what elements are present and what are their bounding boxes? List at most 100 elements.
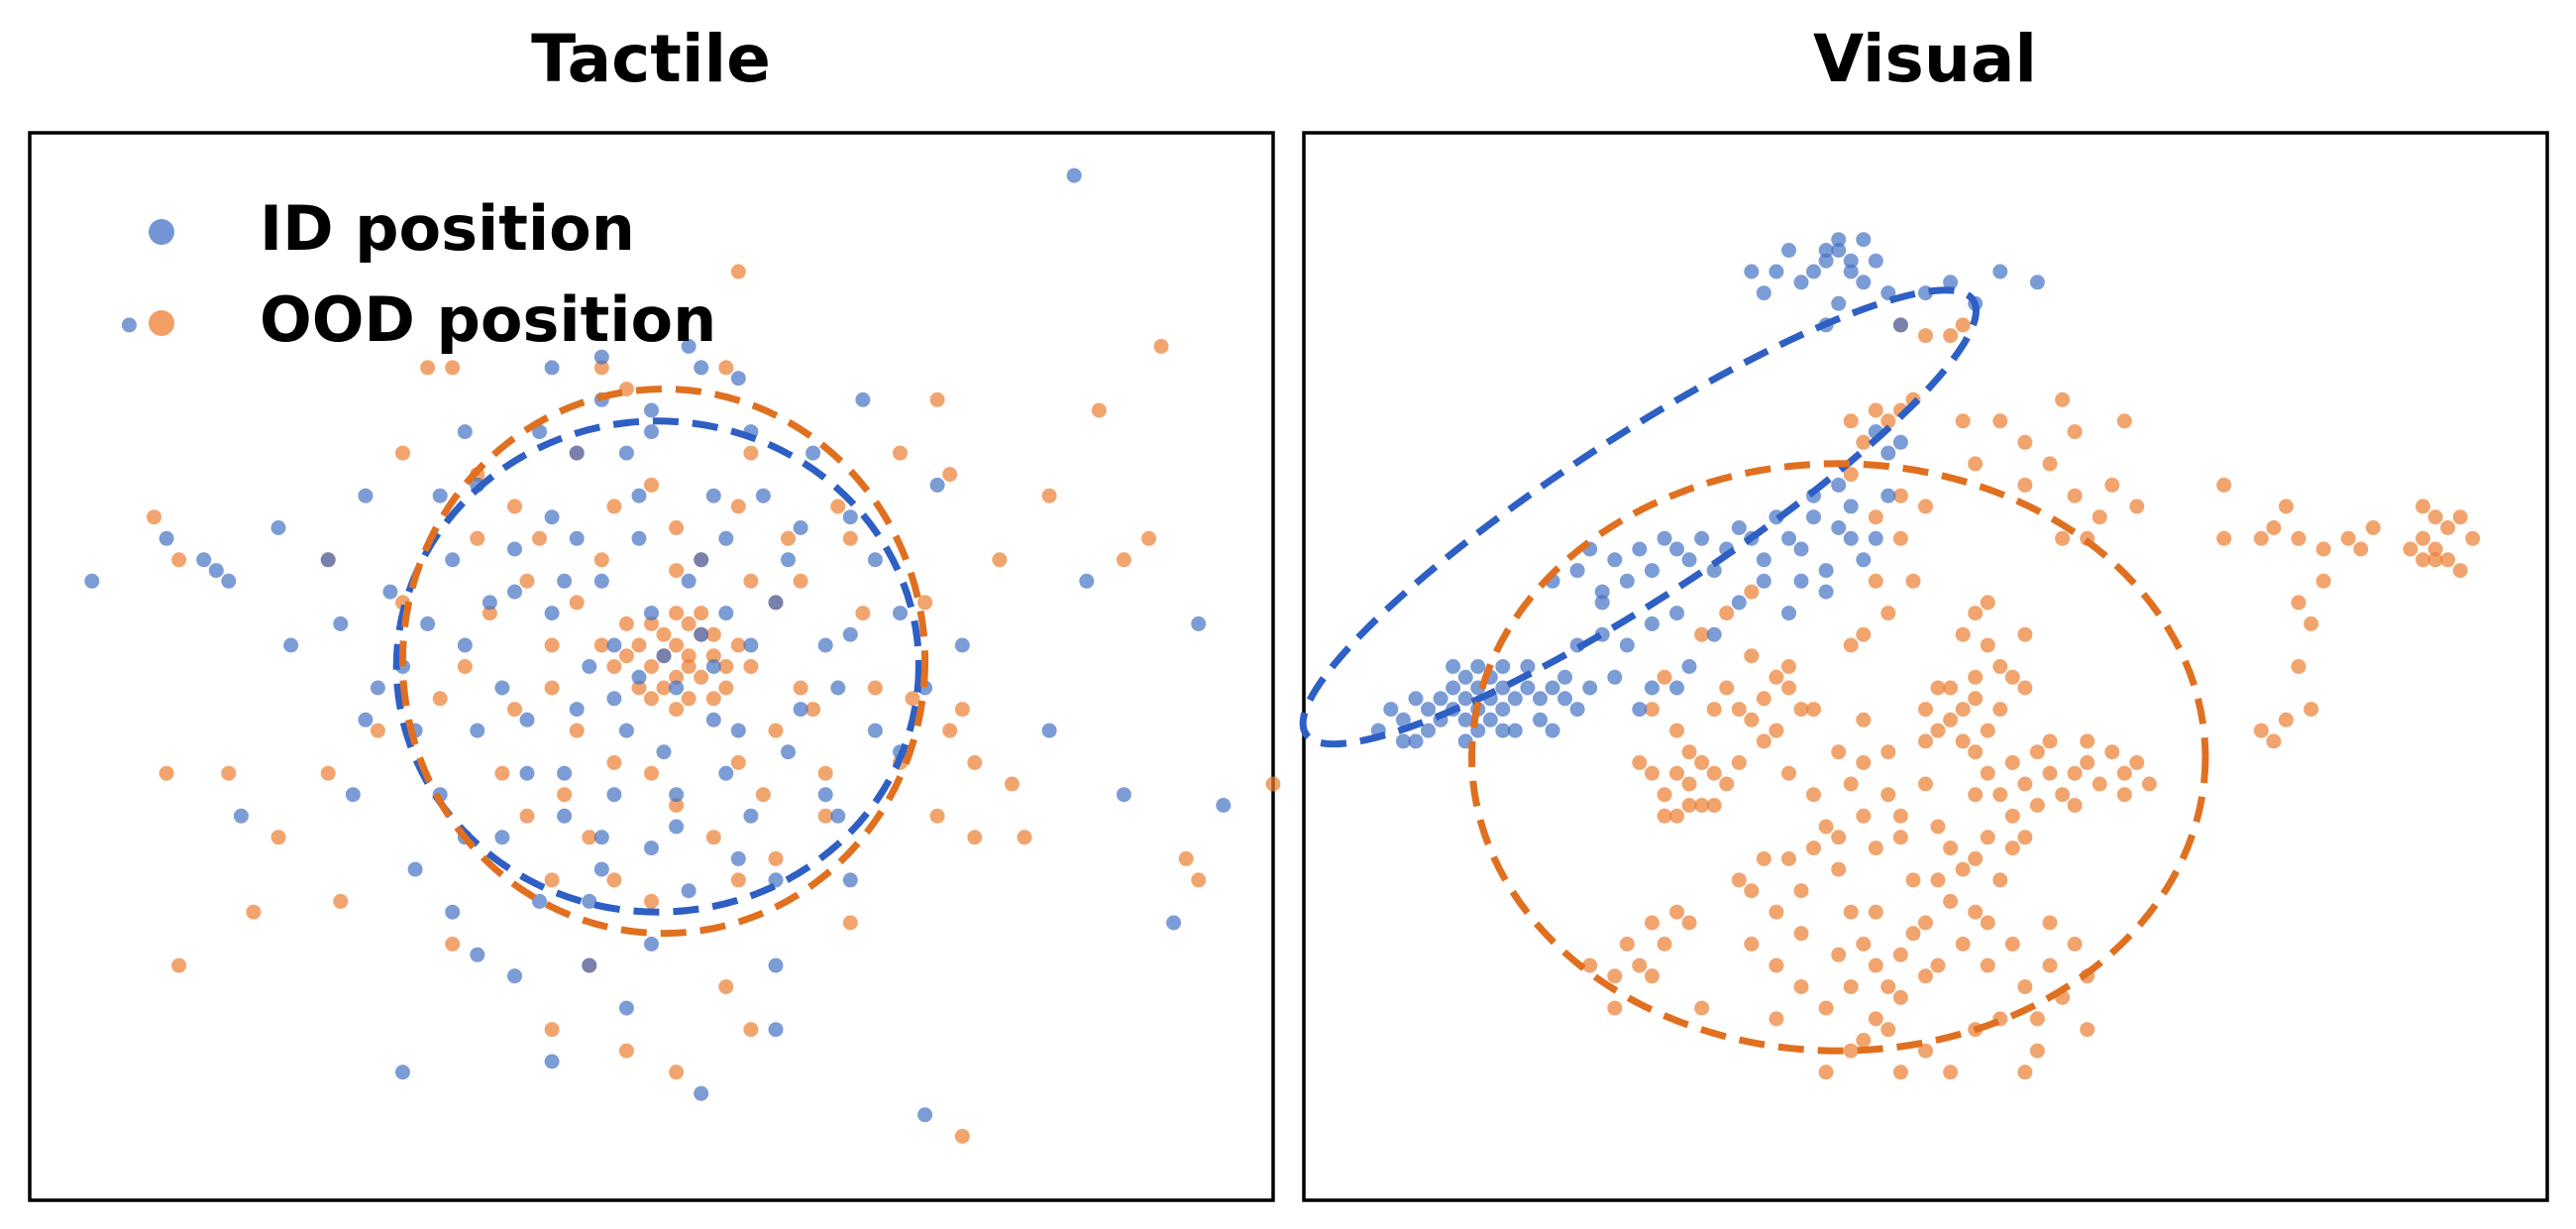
- tactile-id-point-97: [669, 787, 685, 803]
- tactile-id-point-116: [593, 861, 609, 877]
- tactile-ood-point-0: [669, 637, 685, 653]
- visual-ood-point-30: [1968, 669, 1984, 685]
- tactile-id-point-13: [730, 723, 746, 738]
- visual-id-point-43: [1607, 552, 1623, 568]
- visual-ood-point-54: [2042, 733, 2058, 749]
- tactile-id-point-124: [867, 723, 883, 738]
- visual-ood-point-177: [2055, 391, 2071, 407]
- visual-ood-point-119: [1582, 957, 1598, 973]
- visual-ood-point-92: [1769, 957, 1784, 973]
- tactile-ood-point-23: [694, 606, 709, 621]
- tactile-ood-point-115: [768, 723, 784, 738]
- visual-id-point-102: [1943, 275, 1959, 290]
- visual-id-point-18: [1495, 659, 1511, 674]
- visual-id-point-80: [1669, 680, 1684, 696]
- visual-ood-point-34: [1918, 733, 1933, 749]
- visual-ood-point-75: [1955, 937, 1971, 951]
- tactile-id-point-18: [582, 893, 597, 909]
- visual-id-point-51: [1681, 552, 1697, 568]
- visual-ood-point-223: [1856, 712, 1872, 727]
- visual-ood-point-55: [2067, 798, 2083, 813]
- visual-ood-point-77: [1905, 926, 1921, 942]
- tactile-ood-point-13: [618, 648, 634, 664]
- tactile-ood-point-69: [1191, 872, 1207, 888]
- visual-ood-point-114: [1619, 937, 1635, 951]
- visual-ood-point-198: [2415, 530, 2430, 546]
- visual-ood-point-157: [1744, 584, 1760, 600]
- visual-ood-point-3: [1657, 787, 1672, 803]
- visual-ood-point-203: [2427, 541, 2443, 557]
- visual-ood-point-9: [1719, 776, 1735, 792]
- tactile-ood-point-57: [992, 552, 1008, 568]
- visual-ood-point-25: [1930, 723, 1946, 738]
- visual-id-point-3: [1446, 680, 1461, 696]
- visual-ood-point-109: [1892, 830, 1908, 845]
- tactile-id-point-26: [618, 723, 634, 738]
- tactile-id-point-3: [544, 360, 560, 376]
- visual-id-point-68: [1644, 615, 1660, 631]
- visual-ood-point-50: [2004, 808, 2020, 824]
- visual-ood-point-103: [1831, 830, 1847, 845]
- visual-ood-point-95: [1769, 904, 1784, 920]
- tactile-ood-point-122: [905, 691, 920, 707]
- visual-ood-point-29: [1980, 723, 1995, 738]
- visual-ood-point-106: [1843, 776, 1859, 792]
- visual-ood-point-69: [1943, 840, 1959, 856]
- tactile-id-point-87: [705, 712, 721, 727]
- tactile-ood-point-75: [147, 509, 161, 525]
- tactile-id-point-10: [457, 637, 473, 653]
- visual-ood-point-32: [1955, 733, 1971, 749]
- tactile-ood-point-40: [917, 595, 933, 611]
- visual-id-point-22: [1421, 723, 1436, 738]
- visual-id-point-106: [1831, 295, 1847, 311]
- visual-id-point-39: [1557, 669, 1572, 685]
- tactile-id-point-62: [1079, 573, 1095, 589]
- visual-plot-frame: [1302, 131, 2549, 1202]
- tactile-ood-point-104: [669, 798, 685, 813]
- visual-id-point-90: [1856, 232, 1872, 248]
- tactile-ood-point-93: [557, 787, 573, 803]
- tactile-ood-point-101: [606, 754, 622, 770]
- visual-ood-point-115: [1607, 968, 1623, 984]
- visual-id-point-7: [1457, 669, 1473, 685]
- visual-ood-point-40: [2017, 680, 2033, 696]
- tactile-id-point-12: [519, 712, 535, 727]
- visual-id-point-64: [1843, 499, 1859, 514]
- visual-id-point-60: [1793, 541, 1809, 557]
- visual-ood-point-90: [1818, 1000, 1834, 1016]
- visual-ood-point-197: [2353, 541, 2369, 557]
- tactile-id-point-39: [768, 595, 784, 611]
- tactile-ood-point-8: [631, 637, 647, 653]
- visual-ood-point-51: [2029, 798, 2045, 813]
- tactile-id-point-93: [544, 509, 560, 525]
- visual-ood-point-154: [1644, 702, 1660, 718]
- tactile-ood-point-97: [805, 702, 821, 718]
- visual-ood-point-222: [1918, 776, 1933, 792]
- visual-ood-point-194: [2253, 723, 2269, 738]
- tactile-id-point-0: [681, 338, 697, 354]
- legend-marker-ood: [149, 310, 174, 336]
- tactile-ood-point-60: [593, 360, 609, 376]
- visual-ood-point-139: [1769, 1011, 1784, 1027]
- tactile-id-point-21: [817, 787, 833, 803]
- visual-id-point-25: [1533, 712, 1548, 727]
- tactile-ood-point-113: [669, 563, 685, 579]
- tactile-ood-point-119: [606, 872, 622, 888]
- tactile-ood-point-50: [544, 1022, 560, 1038]
- visual-ood-point-80: [1918, 968, 1933, 984]
- visual-ood-point-137: [1843, 1043, 1859, 1059]
- tactile-ood-point-32: [470, 530, 485, 546]
- tactile-id-point-108: [842, 509, 858, 525]
- visual-id-point-79: [1818, 584, 1834, 600]
- tactile-id-point-28: [544, 606, 560, 621]
- visual-ood-point-21: [1793, 702, 1809, 718]
- visual-ood-point-136: [1892, 1064, 1908, 1080]
- tactile-ood-point-108: [855, 606, 871, 621]
- tactile-id-point-72: [445, 904, 461, 920]
- tactile-ood-point-11: [694, 669, 709, 685]
- visual-ood-point-132: [2017, 1064, 2033, 1080]
- tactile-id-point-61: [917, 1107, 933, 1123]
- tactile-id-point-95: [482, 595, 497, 611]
- tactile-id-point-58: [544, 1054, 560, 1069]
- visual-id-point-24: [1408, 733, 1424, 749]
